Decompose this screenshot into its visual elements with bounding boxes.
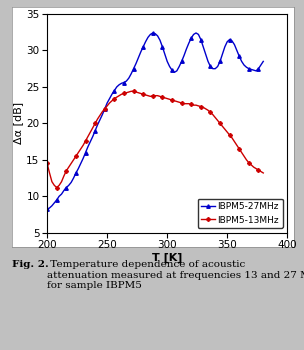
IBPM5-27MHz	[151, 31, 155, 35]
IBPM5-27MHz	[101, 113, 104, 117]
IBPM5-13MHz	[129, 89, 133, 93]
IBPM5-13MHz	[98, 113, 102, 118]
IBPM5-13MHz	[261, 171, 265, 175]
IBPM5-27MHz	[96, 123, 99, 127]
IBPM5-13MHz	[74, 154, 78, 158]
IBPM5-27MHz	[257, 66, 260, 71]
IBPM5-27MHz	[261, 59, 265, 63]
Line: IBPM5-13MHz: IBPM5-13MHz	[45, 90, 265, 189]
IBPM5-27MHz	[230, 39, 234, 43]
IBPM5-13MHz	[259, 169, 263, 174]
Text: Temperature dependence of acoustic
attenuation measured at frequencies 13 and 27: Temperature dependence of acoustic atten…	[47, 260, 304, 290]
X-axis label: T [K]: T [K]	[152, 253, 182, 264]
IBPM5-13MHz	[175, 99, 179, 104]
IBPM5-27MHz	[72, 176, 75, 180]
Line: IBPM5-27MHz: IBPM5-27MHz	[45, 31, 265, 211]
IBPM5-13MHz	[233, 140, 236, 144]
IBPM5-13MHz	[45, 161, 49, 166]
IBPM5-13MHz	[55, 186, 59, 190]
IBPM5-13MHz	[103, 107, 107, 111]
IBPM5-27MHz	[259, 63, 263, 67]
IBPM5-27MHz	[45, 207, 49, 211]
Y-axis label: Δα [dB]: Δα [dB]	[13, 102, 23, 145]
Text: Fig. 2.: Fig. 2.	[12, 260, 49, 269]
Legend: IBPM5-27MHz, IBPM5-13MHz: IBPM5-27MHz, IBPM5-13MHz	[198, 198, 283, 228]
